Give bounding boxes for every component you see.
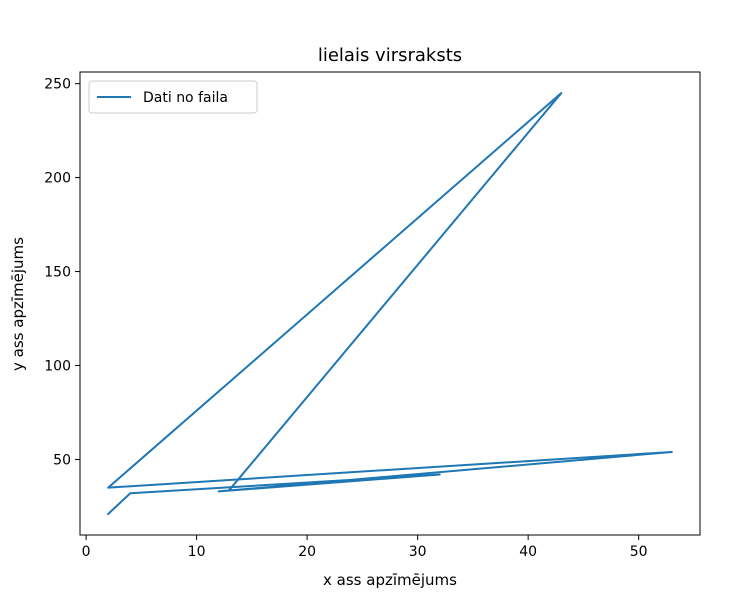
x-tick-label: 30 <box>409 544 427 560</box>
data-point <box>107 513 109 515</box>
y-axis-label: y ass apzīmējums <box>9 237 27 371</box>
data-point <box>560 92 562 94</box>
y-tick-label: 100 <box>44 359 71 375</box>
x-tick-label: 0 <box>82 544 91 560</box>
y-tick-label: 250 <box>44 77 71 93</box>
x-tick-label: 40 <box>519 544 537 560</box>
y-tick-label: 200 <box>44 171 71 187</box>
y-tick-label: 50 <box>53 452 71 468</box>
series-line <box>106 92 673 516</box>
axes-frame <box>79 71 701 536</box>
data-point <box>218 490 220 492</box>
legend-box <box>88 80 258 114</box>
data-point <box>671 451 673 453</box>
x-tick-label: 10 <box>188 544 206 560</box>
data-point <box>107 487 109 489</box>
x-axis-label: x ass apzīmējums <box>323 571 457 589</box>
data-point <box>129 492 131 494</box>
plot-area: 0 10 20 30 40 50 50 100 150 200 250 Dati no faila <box>44 71 701 560</box>
chart-title: lielais virsraksts <box>318 45 462 66</box>
y-tick-label: 150 <box>44 265 71 281</box>
legend-label: Dati no faila <box>143 90 228 106</box>
x-tick-label: 20 <box>298 544 316 560</box>
x-tick-label: 50 <box>630 544 648 560</box>
data-point <box>229 489 231 491</box>
data-point <box>439 473 441 475</box>
